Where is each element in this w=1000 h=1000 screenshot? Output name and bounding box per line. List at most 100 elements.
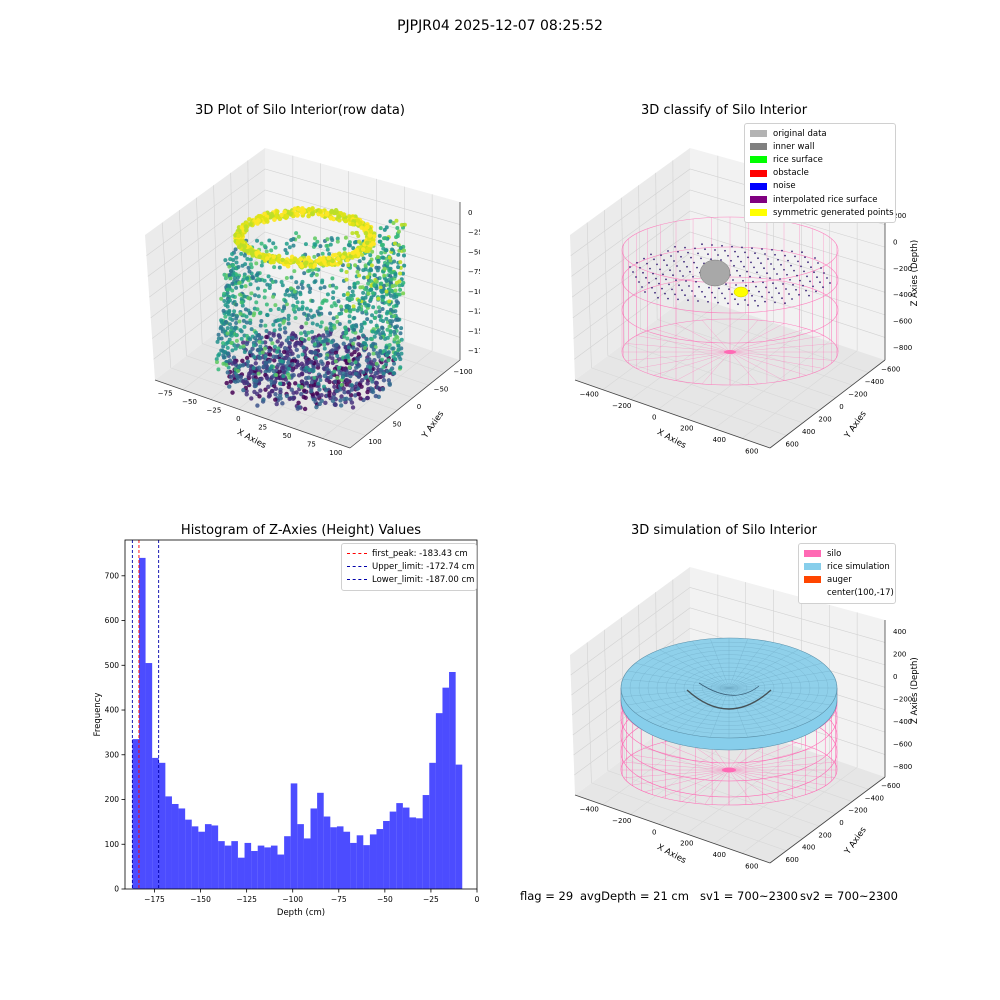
raw-point [380,330,385,335]
raw-point [345,336,350,341]
raw-point [302,406,308,412]
y-tick-label: 500 [105,661,120,670]
raw-point [376,354,381,359]
raw-point [221,355,226,360]
z-tick-label: 200 [893,212,906,220]
raw-point [362,275,367,280]
raw-point [325,247,330,252]
rice-surface-point [686,265,688,268]
raw-point [244,392,249,397]
histogram-legend-swatch [347,553,367,555]
raw-point [398,365,403,370]
histogram-bar [330,827,337,889]
raw-point [296,234,301,239]
raw-point [329,340,334,345]
raw-point [394,218,399,223]
y-tick-label: −200 [848,390,867,398]
rice-surface-point [660,254,662,257]
raw-point [232,343,237,348]
rice-mesh-radial [635,662,730,689]
raw-point [318,244,323,249]
raw-point [333,208,339,213]
raw-point [284,251,289,256]
raw-point [287,340,292,346]
raw-point [242,253,247,258]
rice-surface-point [642,271,644,274]
raw-point [262,346,267,351]
raw-point [238,345,243,350]
raw-point [295,259,301,265]
y-tick-label: 200 [818,831,831,839]
raw-point [233,326,238,331]
raw-point [263,387,268,392]
raw-point [249,396,254,401]
raw-point [321,299,326,304]
raw-point [278,327,283,332]
rice-surface-point [820,267,822,269]
raw-point [366,303,371,308]
raw-point [318,352,323,358]
raw-point [338,398,343,403]
raw-point [312,342,317,347]
raw-point [341,293,346,298]
silo-floor-line [729,351,824,369]
rice-surface-point [662,273,664,276]
raw-point [352,393,358,398]
y-tick-label: −600 [881,782,900,790]
y-tick-label: 0 [839,403,843,411]
rice-surface-point [731,245,733,248]
raw-point [283,259,289,265]
z-tick-label: −175 [468,347,480,355]
rice-surface-point [635,276,637,278]
x-tick-label: 75 [307,440,316,448]
x-tick-label: 400 [713,851,726,859]
raw-point [241,318,246,323]
y-tick-label: 300 [105,750,120,759]
rice-surface-point [774,253,776,256]
raw-point [248,320,253,325]
raw-point [330,238,335,243]
raw-point [322,384,327,389]
raw-point [277,369,282,374]
x-tick-label: −175 [144,895,165,904]
rice-surface-point [757,257,759,260]
grid-line [655,172,658,320]
histogram-bar [178,808,186,889]
raw-point [287,381,292,387]
raw-point [220,341,225,346]
raw-point [240,363,246,368]
silo-floor-line [728,762,835,771]
raw-point [372,334,377,339]
raw-point [331,290,336,295]
raw-point [225,300,230,305]
raw-point [342,396,347,402]
rice-surface-point [773,268,775,270]
raw-point [244,320,249,325]
raw-point [348,392,354,398]
rice-surface-point [670,255,672,257]
raw-point [228,257,233,262]
raw-point [231,312,236,317]
raw-point [368,229,374,234]
raw-point [332,301,337,306]
raw-point [356,234,361,239]
raw-point [321,339,326,344]
raw-point [268,259,274,265]
rice-surface-point [684,246,686,249]
rice-mesh-radial [627,670,730,689]
raw-point [266,384,271,389]
raw-point [255,238,260,243]
raw-point [279,212,285,218]
raw-point [335,353,340,358]
rice-surface-point [629,266,631,268]
raw-point [268,308,273,313]
raw-point [365,248,371,254]
rice-surface-point [803,270,805,273]
rice-surface-point [778,292,780,295]
raw-point [291,243,296,248]
rice-surface-point [771,248,773,251]
raw-point [336,256,341,262]
z-tick-label: −75 [468,268,480,276]
silo-floor-line [728,769,797,798]
simulation-legend-label: center(100,-17) [827,588,894,599]
